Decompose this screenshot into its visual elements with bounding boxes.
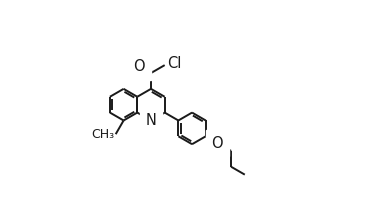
Text: CH₃: CH₃ — [92, 128, 114, 141]
Text: O: O — [211, 136, 223, 150]
Text: N: N — [146, 113, 156, 128]
Text: Cl: Cl — [167, 56, 182, 71]
Text: O: O — [133, 59, 145, 74]
